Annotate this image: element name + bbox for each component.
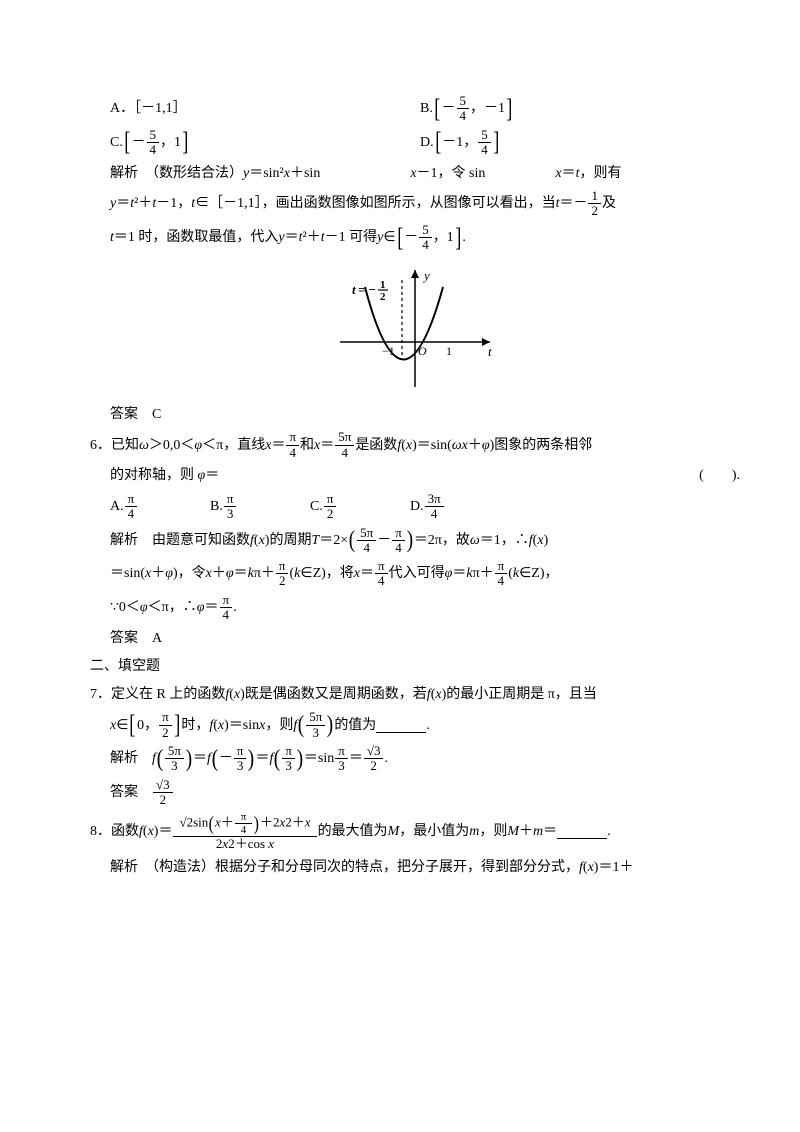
svg-text:−1: −1 bbox=[382, 344, 395, 358]
section-2-heading: 二、填空题 bbox=[90, 654, 740, 678]
q5-optD: D. [－1，54] bbox=[420, 128, 500, 158]
q6-answer: 答案 A bbox=[90, 626, 740, 650]
q6-optD: D.3π4 bbox=[410, 492, 510, 522]
q5-answer: 答案 C bbox=[90, 402, 740, 426]
q8-stem: 8．函数 f(x)＝ √2sin(x＋π4)＋2x2＋x 2x2＋cos x 的… bbox=[90, 811, 740, 851]
svg-text:2: 2 bbox=[380, 291, 386, 303]
q6-optB: B.π3 bbox=[210, 492, 310, 522]
page: A．［－1,1］ B. [－54，－1] C. [－54，1] D. [－1，5… bbox=[0, 0, 800, 924]
svg-text:t: t bbox=[488, 344, 492, 359]
q7-answer: 答案 √32 bbox=[90, 778, 740, 808]
svg-text:= −: = − bbox=[358, 282, 376, 297]
q6-stem-1: 6．已知 ω＞0,0＜φ＜π，直线 x＝π4 和 x＝5π4 是函数 f(x)＝… bbox=[90, 430, 740, 460]
q8-main-fraction: √2sin(x＋π4)＋2x2＋x 2x2＋cos x bbox=[173, 811, 316, 851]
q8-blank bbox=[557, 824, 607, 839]
svg-text:1: 1 bbox=[446, 344, 452, 358]
q5-analysis-3: t＝1 时，函数取最值，代入 y＝t²＋t－1 可得 y∈[－54，1]. bbox=[90, 223, 740, 253]
q6-stem-2: 的对称轴，则 φ＝ ( ). bbox=[90, 464, 740, 488]
q7-stem-2: x∈[0，π2]时，f(x)＝sin x，则 f(5π3)的值为. bbox=[90, 710, 740, 740]
q6-optA: A.π4 bbox=[110, 492, 210, 522]
q8-ana: 解析 （构造法）根据分子和分母同次的特点，把分子展开，得到部分分式，f(x)＝1… bbox=[90, 856, 740, 880]
q5-optB: B. [－54，－1] bbox=[420, 94, 514, 124]
svg-text:1: 1 bbox=[380, 279, 386, 291]
q6-ana-1: 解析 由题意可知函数 f(x)的周期 T＝2×(5π4－π4)＝2π，故 ω＝1… bbox=[90, 526, 740, 556]
q6-ana-2: ＝sin(x＋φ)，令 x＋φ＝kπ＋π2(k∈Z)，将 x＝π4代入可得 φ＝… bbox=[90, 559, 740, 589]
q7-stem-1: 7．定义在 R 上的函数 f(x)既是偶函数又是周期函数，若 f(x)的最小正周… bbox=[90, 682, 740, 706]
q7-blank bbox=[376, 718, 426, 733]
q5-optA: A．［－1,1］ bbox=[110, 94, 420, 124]
q6-options: A.π4 B.π3 C.π2 D.3π4 bbox=[110, 492, 740, 522]
q5-analysis-2: y＝t²＋t－1，t∈［－1,1］，画出函数图像如图所示，从图像可以看出，当 t… bbox=[90, 189, 740, 219]
q7-ana: 解析 f(5π3)＝f(－π3)＝f(π3)＝sin π3＝√32. bbox=[90, 744, 740, 774]
svg-text:y: y bbox=[422, 268, 430, 283]
q5-opts-row2: C. [－54，1] D. [－1，54] bbox=[90, 128, 740, 158]
q5-opts-row1: A．［－1,1］ B. [－54，－1] bbox=[90, 94, 740, 124]
q6-optC: C.π2 bbox=[310, 492, 410, 522]
q5-analysis-1: 解析 （数形结合法）y＝sin²x＋sin x－1，令 sin x＝t，则有 bbox=[90, 161, 740, 185]
q6-ana-3: ∵0＜φ＜π，∴φ＝π4. bbox=[90, 593, 740, 623]
q5-optC: C. [－54，1] bbox=[110, 128, 420, 158]
svg-text:O: O bbox=[418, 344, 427, 358]
parabola-graph-icon: y t −1 O 1 t = − 1 2 bbox=[330, 262, 500, 392]
q5-graph: y t −1 O 1 t = − 1 2 bbox=[90, 262, 740, 392]
svg-text:t: t bbox=[352, 282, 356, 297]
